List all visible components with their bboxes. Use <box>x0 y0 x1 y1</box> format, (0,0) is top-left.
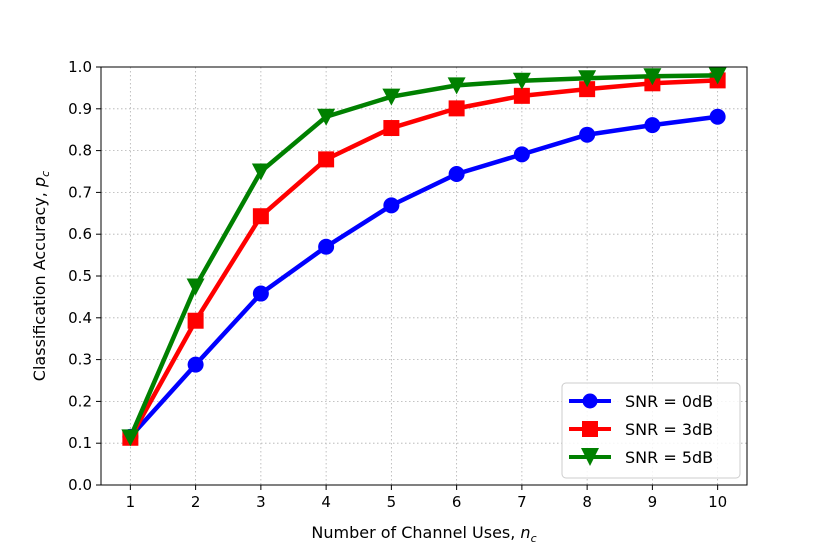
legend: SNR = 0dB SNR = 3dB SNR = 5dB <box>561 382 741 479</box>
series-layer <box>121 67 727 447</box>
y-tick-label: 0.4 <box>68 309 92 327</box>
y-tick-label: 0.3 <box>68 351 92 369</box>
data-point <box>382 88 401 106</box>
data-point <box>512 72 531 90</box>
data-point <box>318 238 335 255</box>
x-tick-label: 5 <box>387 493 397 511</box>
data-point <box>318 151 335 168</box>
data-point <box>121 429 140 447</box>
y-tick-label: 0.9 <box>68 100 92 118</box>
x-tick-label: 3 <box>256 493 266 511</box>
data-point <box>448 100 465 117</box>
legend-marker-snr3 <box>582 421 598 437</box>
data-point <box>186 278 205 296</box>
legend-label-snr5: SNR = 5dB <box>625 448 713 467</box>
series-line <box>128 114 718 439</box>
data-point <box>251 163 270 181</box>
data-point <box>317 108 336 126</box>
data-point <box>513 146 530 163</box>
data-point <box>252 208 269 225</box>
data-point <box>579 81 596 98</box>
data-point <box>708 67 727 85</box>
y-axis-label: Classification Accuracy, pc <box>30 171 52 381</box>
data-point <box>383 120 400 137</box>
y-tick-label: 0.0 <box>68 476 92 494</box>
y-tick-label: 0.7 <box>68 183 92 201</box>
series-2 <box>121 67 727 447</box>
x-tick-label: 1 <box>126 493 136 511</box>
legend-label-snr0: SNR = 0dB <box>625 392 713 411</box>
x-tick-label: 6 <box>452 493 462 511</box>
legend-marker-snr5 <box>581 448 599 466</box>
x-axis-label: Number of Channel Uses, nc <box>311 523 536 545</box>
data-point <box>644 117 661 134</box>
data-point <box>187 356 204 373</box>
data-point <box>447 77 466 95</box>
x-tick-label: 9 <box>648 493 658 511</box>
series-line <box>128 73 718 439</box>
legend-label-snr3: SNR = 3dB <box>625 420 713 439</box>
y-tick-label: 1.0 <box>68 58 92 76</box>
series-line <box>128 78 718 439</box>
x-tick-label: 10 <box>708 493 727 511</box>
ticks: 1 2 3 4 5 6 7 8 9 10 0.0 0.1 0.2 0.3 0.4 0.5 0.6 0.7 0.8 0.… <box>68 58 727 511</box>
data-point <box>579 126 596 143</box>
y-tick-label: 0.5 <box>68 267 92 285</box>
series-0 <box>122 108 726 445</box>
x-tick-label: 4 <box>321 493 331 511</box>
legend-marker-snr0 <box>582 393 598 409</box>
y-tick-label: 0.1 <box>68 434 92 452</box>
data-point <box>513 87 530 104</box>
x-tick-label: 7 <box>517 493 527 511</box>
data-point <box>643 68 662 86</box>
data-point <box>709 108 726 125</box>
data-point <box>448 166 465 183</box>
data-point <box>578 70 597 88</box>
legend-box <box>561 382 741 479</box>
x-tick-label: 2 <box>191 493 201 511</box>
y-tick-label: 0.8 <box>68 142 92 160</box>
data-point <box>187 312 204 329</box>
data-point <box>383 197 400 214</box>
y-tick-label: 0.2 <box>68 392 92 410</box>
data-point <box>252 285 269 302</box>
x-tick-label: 8 <box>582 493 592 511</box>
y-tick-label: 0.6 <box>68 225 92 243</box>
